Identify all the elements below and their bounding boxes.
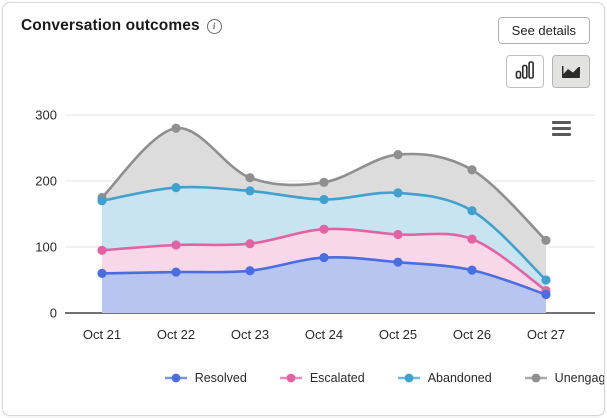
legend-marker-icon xyxy=(164,373,187,383)
chart-svg: 0 100 200 300 Oct 21 Oct 22 Oct 23 Oct 24 Oct 25… xyxy=(35,108,595,342)
card-header: Conversation outcomes i xyxy=(21,17,222,35)
data-point-escalated-oct-23 xyxy=(245,239,255,249)
chart-context-menu-icon[interactable] xyxy=(552,121,571,136)
data-point-unengaged-oct-25 xyxy=(393,150,403,160)
data-point-abandoned-oct-26 xyxy=(467,206,477,216)
data-point-resolved-oct-26 xyxy=(467,265,477,275)
data-point-escalated-oct-24 xyxy=(319,224,329,234)
x-axis-tick-label: Oct 24 xyxy=(305,327,343,342)
legend-item-abandoned[interactable]: Abandoned xyxy=(397,371,492,385)
x-axis-tick-label: Oct 22 xyxy=(157,327,195,342)
data-point-abandoned-oct-27 xyxy=(541,275,551,285)
y-axis-tick-label: 0 xyxy=(50,306,57,321)
data-point-unengaged-oct-23 xyxy=(245,173,255,183)
area-chart-toggle[interactable] xyxy=(552,55,590,88)
chart-title: Conversation outcomes xyxy=(21,17,200,34)
data-point-escalated-oct-26 xyxy=(467,234,477,244)
see-details-button[interactable]: See details xyxy=(497,17,590,44)
data-point-abandoned-oct-22 xyxy=(171,183,181,193)
data-point-unengaged-oct-26 xyxy=(467,165,477,175)
info-circle-icon[interactable]: i xyxy=(206,18,222,34)
legend-label: Escalated xyxy=(309,371,365,385)
data-point-abandoned-oct-21 xyxy=(97,196,107,206)
data-point-resolved-oct-21 xyxy=(97,268,107,278)
data-point-unengaged-oct-22 xyxy=(171,123,181,133)
x-axis-tick-label: Oct 25 xyxy=(379,327,417,342)
data-point-resolved-oct-22 xyxy=(171,267,181,277)
data-point-resolved-oct-23 xyxy=(245,266,255,276)
chart-type-toggle-group xyxy=(506,55,590,88)
area-chart-icon xyxy=(561,62,581,82)
x-axis-tick-label: Oct 26 xyxy=(453,327,491,342)
data-point-resolved-oct-24 xyxy=(319,252,329,263)
legend-label: Resolved xyxy=(194,371,247,385)
legend-item-unengaged[interactable]: Unengaged xyxy=(524,371,605,385)
data-point-unengaged-oct-24 xyxy=(319,177,329,187)
column-chart-toggle[interactable] xyxy=(506,55,544,88)
chart-legend: Resolved Escalated Abandoned Unengaged xyxy=(3,365,604,391)
legend-item-resolved[interactable]: Resolved xyxy=(164,371,247,385)
y-axis-tick-label: 100 xyxy=(35,240,57,255)
data-point-escalated-oct-21 xyxy=(97,245,107,255)
y-axis-tick-label: 200 xyxy=(35,174,57,189)
legend-item-escalated[interactable]: Escalated xyxy=(279,371,365,385)
data-point-escalated-oct-22 xyxy=(171,240,181,250)
legend-marker-icon xyxy=(524,373,547,383)
x-axis-tick-label: Oct 21 xyxy=(83,327,121,342)
data-point-resolved-oct-27 xyxy=(541,289,551,300)
x-axis-tick-label: Oct 23 xyxy=(231,327,269,342)
x-axis-tick-label: Oct 27 xyxy=(527,327,565,342)
data-point-abandoned-oct-24 xyxy=(319,194,329,205)
data-point-abandoned-oct-23 xyxy=(245,186,255,196)
column-chart-icon xyxy=(515,61,535,82)
data-point-abandoned-oct-25 xyxy=(393,188,403,198)
data-point-resolved-oct-25 xyxy=(393,257,403,267)
series-area-resolved xyxy=(102,257,546,313)
data-point-escalated-oct-25 xyxy=(393,229,403,240)
legend-marker-icon xyxy=(397,373,420,383)
legend-label: Unengaged xyxy=(554,371,605,385)
y-axis-tick-label: 300 xyxy=(35,108,57,123)
area-chart-plot: 0 100 200 300 Oct 21 Oct 22 Oct 23 Oct 24 Oct 25… xyxy=(3,98,604,358)
data-point-unengaged-oct-27 xyxy=(541,235,551,245)
legend-marker-icon xyxy=(279,373,302,383)
legend-label: Abandoned xyxy=(427,371,492,385)
